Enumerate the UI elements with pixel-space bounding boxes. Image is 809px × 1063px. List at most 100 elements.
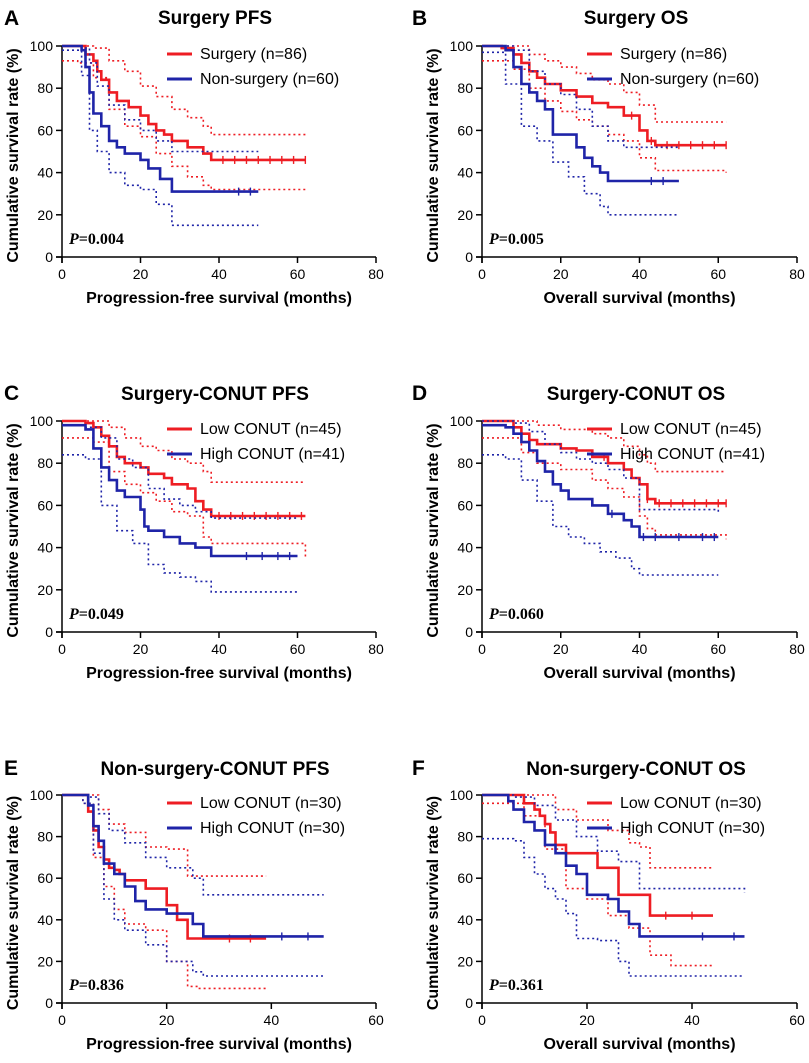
y-tick-label: 60 [457, 497, 473, 513]
x-tick-label: 60 [368, 1012, 384, 1028]
y-axis-label: Cumulative survival rate (%) [5, 423, 22, 637]
y-tick-label: 20 [457, 207, 473, 223]
survival-curve [62, 423, 298, 558]
panel-letter: C [4, 382, 19, 405]
chart-title: Surgery-CONUT OS [547, 384, 725, 405]
x-tick-label: 20 [553, 641, 569, 657]
ci-lower-line [62, 794, 324, 977]
y-tick-label: 40 [457, 912, 473, 928]
y-tick-label: 20 [457, 953, 473, 969]
ci-upper-line [62, 424, 298, 519]
y-tick-label: 20 [457, 582, 473, 598]
p-value-annotation: P=0.004 [68, 231, 124, 248]
x-tick-label: 60 [710, 266, 726, 282]
km-panel-e: E Non-surgery-CONUT PFS 0 20 40 60 80 100 0 20 40 6… [4, 757, 384, 1053]
p-label: P [488, 231, 499, 248]
y-tick-label: 0 [45, 624, 53, 640]
chart-title: Surgery-CONUT PFS [121, 384, 309, 405]
legend-label: Low CONUT (n=45) [200, 421, 342, 438]
legend-label: High CONUT (n=30) [620, 820, 765, 837]
y-axis-label: Cumulative survival rate (%) [425, 423, 442, 637]
survival-curve [62, 793, 324, 938]
survival-curve [62, 44, 306, 162]
survival-curve [482, 793, 713, 917]
p-label: P [68, 606, 79, 623]
survival-curve [482, 44, 679, 183]
x-tick-label: 40 [264, 1012, 280, 1028]
x-tick-label: 80 [368, 641, 384, 657]
x-axis-label: Overall survival (months) [543, 1036, 735, 1053]
p-value-annotation: P=0.049 [68, 606, 124, 623]
y-tick-label: 80 [37, 829, 53, 845]
chart-title: Surgery PFS [158, 8, 272, 29]
x-tick-label: 60 [710, 641, 726, 657]
panel-letter: A [4, 7, 19, 30]
legend-label: High CONUT (n=30) [200, 820, 345, 837]
ci-lower-line [62, 60, 306, 191]
ci-upper-line [62, 794, 324, 896]
ci-upper-line [482, 45, 679, 149]
p-value: =0.836 [79, 977, 124, 994]
legend-label: Surgery (n=86) [200, 46, 307, 63]
panel-letter: D [412, 382, 427, 405]
km-panel-d: D Surgery-CONUT OS 0 20 40 60 80 100 0 20 40 60 80 Ov… [412, 382, 805, 682]
y-tick-label: 60 [457, 870, 473, 886]
ci-lower-line [62, 49, 259, 227]
p-value: =0.361 [499, 977, 544, 994]
legend-label: Low CONUT (n=45) [620, 421, 762, 438]
p-value: =0.004 [79, 231, 124, 248]
x-tick-label: 0 [58, 641, 66, 657]
p-value-annotation: P=0.060 [488, 606, 544, 623]
y-tick-label: 20 [37, 207, 53, 223]
y-tick-label: 40 [457, 165, 473, 181]
x-tick-label: 40 [211, 641, 227, 657]
x-tick-label: 20 [159, 1012, 175, 1028]
x-axis-label: Overall survival (months) [543, 665, 735, 682]
y-tick-label: 60 [37, 870, 53, 886]
legend-label: Non-surgery (n=60) [620, 71, 759, 88]
y-tick-label: 100 [450, 413, 474, 429]
p-label: P [68, 977, 79, 994]
ci-upper-line [482, 794, 713, 869]
y-tick-label: 60 [37, 122, 53, 138]
y-tick-label: 60 [37, 497, 53, 513]
km-panel-a: A Surgery PFS 0 20 40 60 80 100 0 20 40 60 80 Progres… [4, 7, 384, 307]
km-panel-f: F Non-surgery-CONUT OS 0 20 40 60 80 100 0 20 40 60… [412, 757, 805, 1053]
x-tick-label: 20 [579, 1012, 595, 1028]
survival-curve [482, 423, 719, 539]
chart-title: Non-surgery-CONUT PFS [100, 759, 329, 780]
survival-curve [482, 44, 727, 147]
survival-curve [482, 793, 745, 938]
ci-lower-line [482, 437, 727, 540]
p-label: P [488, 606, 499, 623]
panel-letter: B [412, 7, 427, 30]
x-axis-label: Progression-free survival (months) [86, 290, 352, 307]
y-tick-label: 60 [457, 122, 473, 138]
x-tick-label: 20 [553, 266, 569, 282]
x-tick-label: 0 [58, 266, 66, 282]
y-tick-label: 100 [30, 413, 54, 429]
x-tick-label: 40 [211, 266, 227, 282]
x-tick-label: 60 [789, 1012, 805, 1028]
panel-letter: F [412, 757, 425, 780]
chart-title: Surgery OS [584, 8, 689, 29]
y-axis-label: Cumulative survival rate (%) [425, 796, 442, 1010]
y-tick-label: 80 [457, 455, 473, 471]
y-axis-label: Cumulative survival rate (%) [5, 796, 22, 1010]
y-tick-label: 40 [37, 912, 53, 928]
y-axis-label: Cumulative survival rate (%) [425, 48, 442, 262]
p-label: P [68, 231, 79, 248]
y-tick-label: 0 [465, 249, 473, 265]
p-value-annotation: P=0.005 [488, 231, 544, 248]
y-tick-label: 0 [45, 995, 53, 1011]
legend-label: Non-surgery (n=60) [200, 71, 339, 88]
ci-lower-line [62, 437, 307, 559]
ci-upper-line [62, 794, 267, 877]
y-tick-label: 80 [457, 829, 473, 845]
p-value: =0.060 [499, 606, 544, 623]
chart-title: Non-surgery-CONUT OS [526, 759, 746, 780]
x-tick-label: 80 [789, 641, 805, 657]
x-tick-label: 60 [290, 266, 306, 282]
x-tick-label: 40 [632, 266, 648, 282]
